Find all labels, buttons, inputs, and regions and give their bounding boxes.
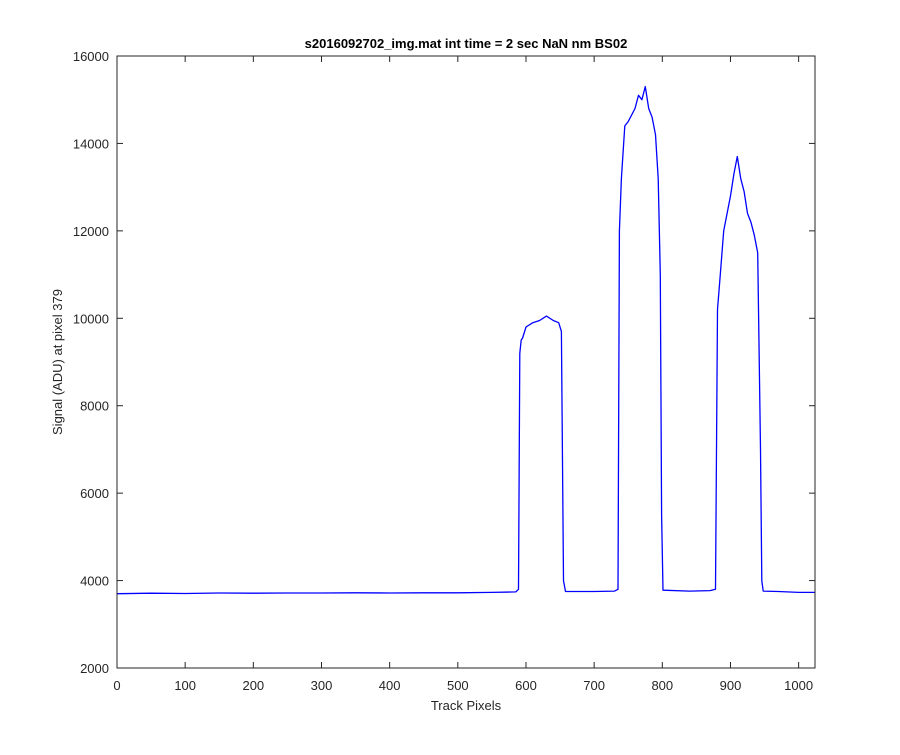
x-tick-label: 400 (379, 678, 401, 693)
y-axis-label: Signal (ADU) at pixel 379 (50, 289, 65, 435)
chart-title: s2016092702_img.mat int time = 2 sec NaN… (305, 36, 628, 51)
x-tick-label: 100 (174, 678, 196, 693)
axis-ticks: 0 100 200 300 400 500 600 700 800 900 1000 2000 4000… (73, 49, 815, 693)
x-tick-label: 300 (311, 678, 333, 693)
plot-area (117, 56, 815, 668)
x-tick-label: 600 (515, 678, 537, 693)
y-tick-label: 12000 (73, 224, 109, 239)
x-tick-label: 0 (113, 678, 120, 693)
y-tick-label: 10000 (73, 311, 109, 326)
x-tick-label: 200 (242, 678, 264, 693)
y-tick-label: 14000 (73, 136, 109, 151)
x-axis-label: Track Pixels (431, 698, 502, 713)
y-tick-label: 16000 (73, 49, 109, 64)
x-tick-label: 800 (651, 678, 673, 693)
series-line (116, 85, 815, 595)
y-tick-label: 8000 (80, 399, 109, 414)
x-tick-label: 500 (447, 678, 469, 693)
y-tick-label: 6000 (80, 486, 109, 501)
x-tick-label: 1000 (784, 678, 813, 693)
y-tick-label: 2000 (80, 661, 109, 676)
x-tick-label: 900 (720, 678, 742, 693)
y-tick-label: 4000 (80, 574, 109, 589)
x-tick-label: 700 (583, 678, 605, 693)
axes-box (116, 55, 816, 669)
